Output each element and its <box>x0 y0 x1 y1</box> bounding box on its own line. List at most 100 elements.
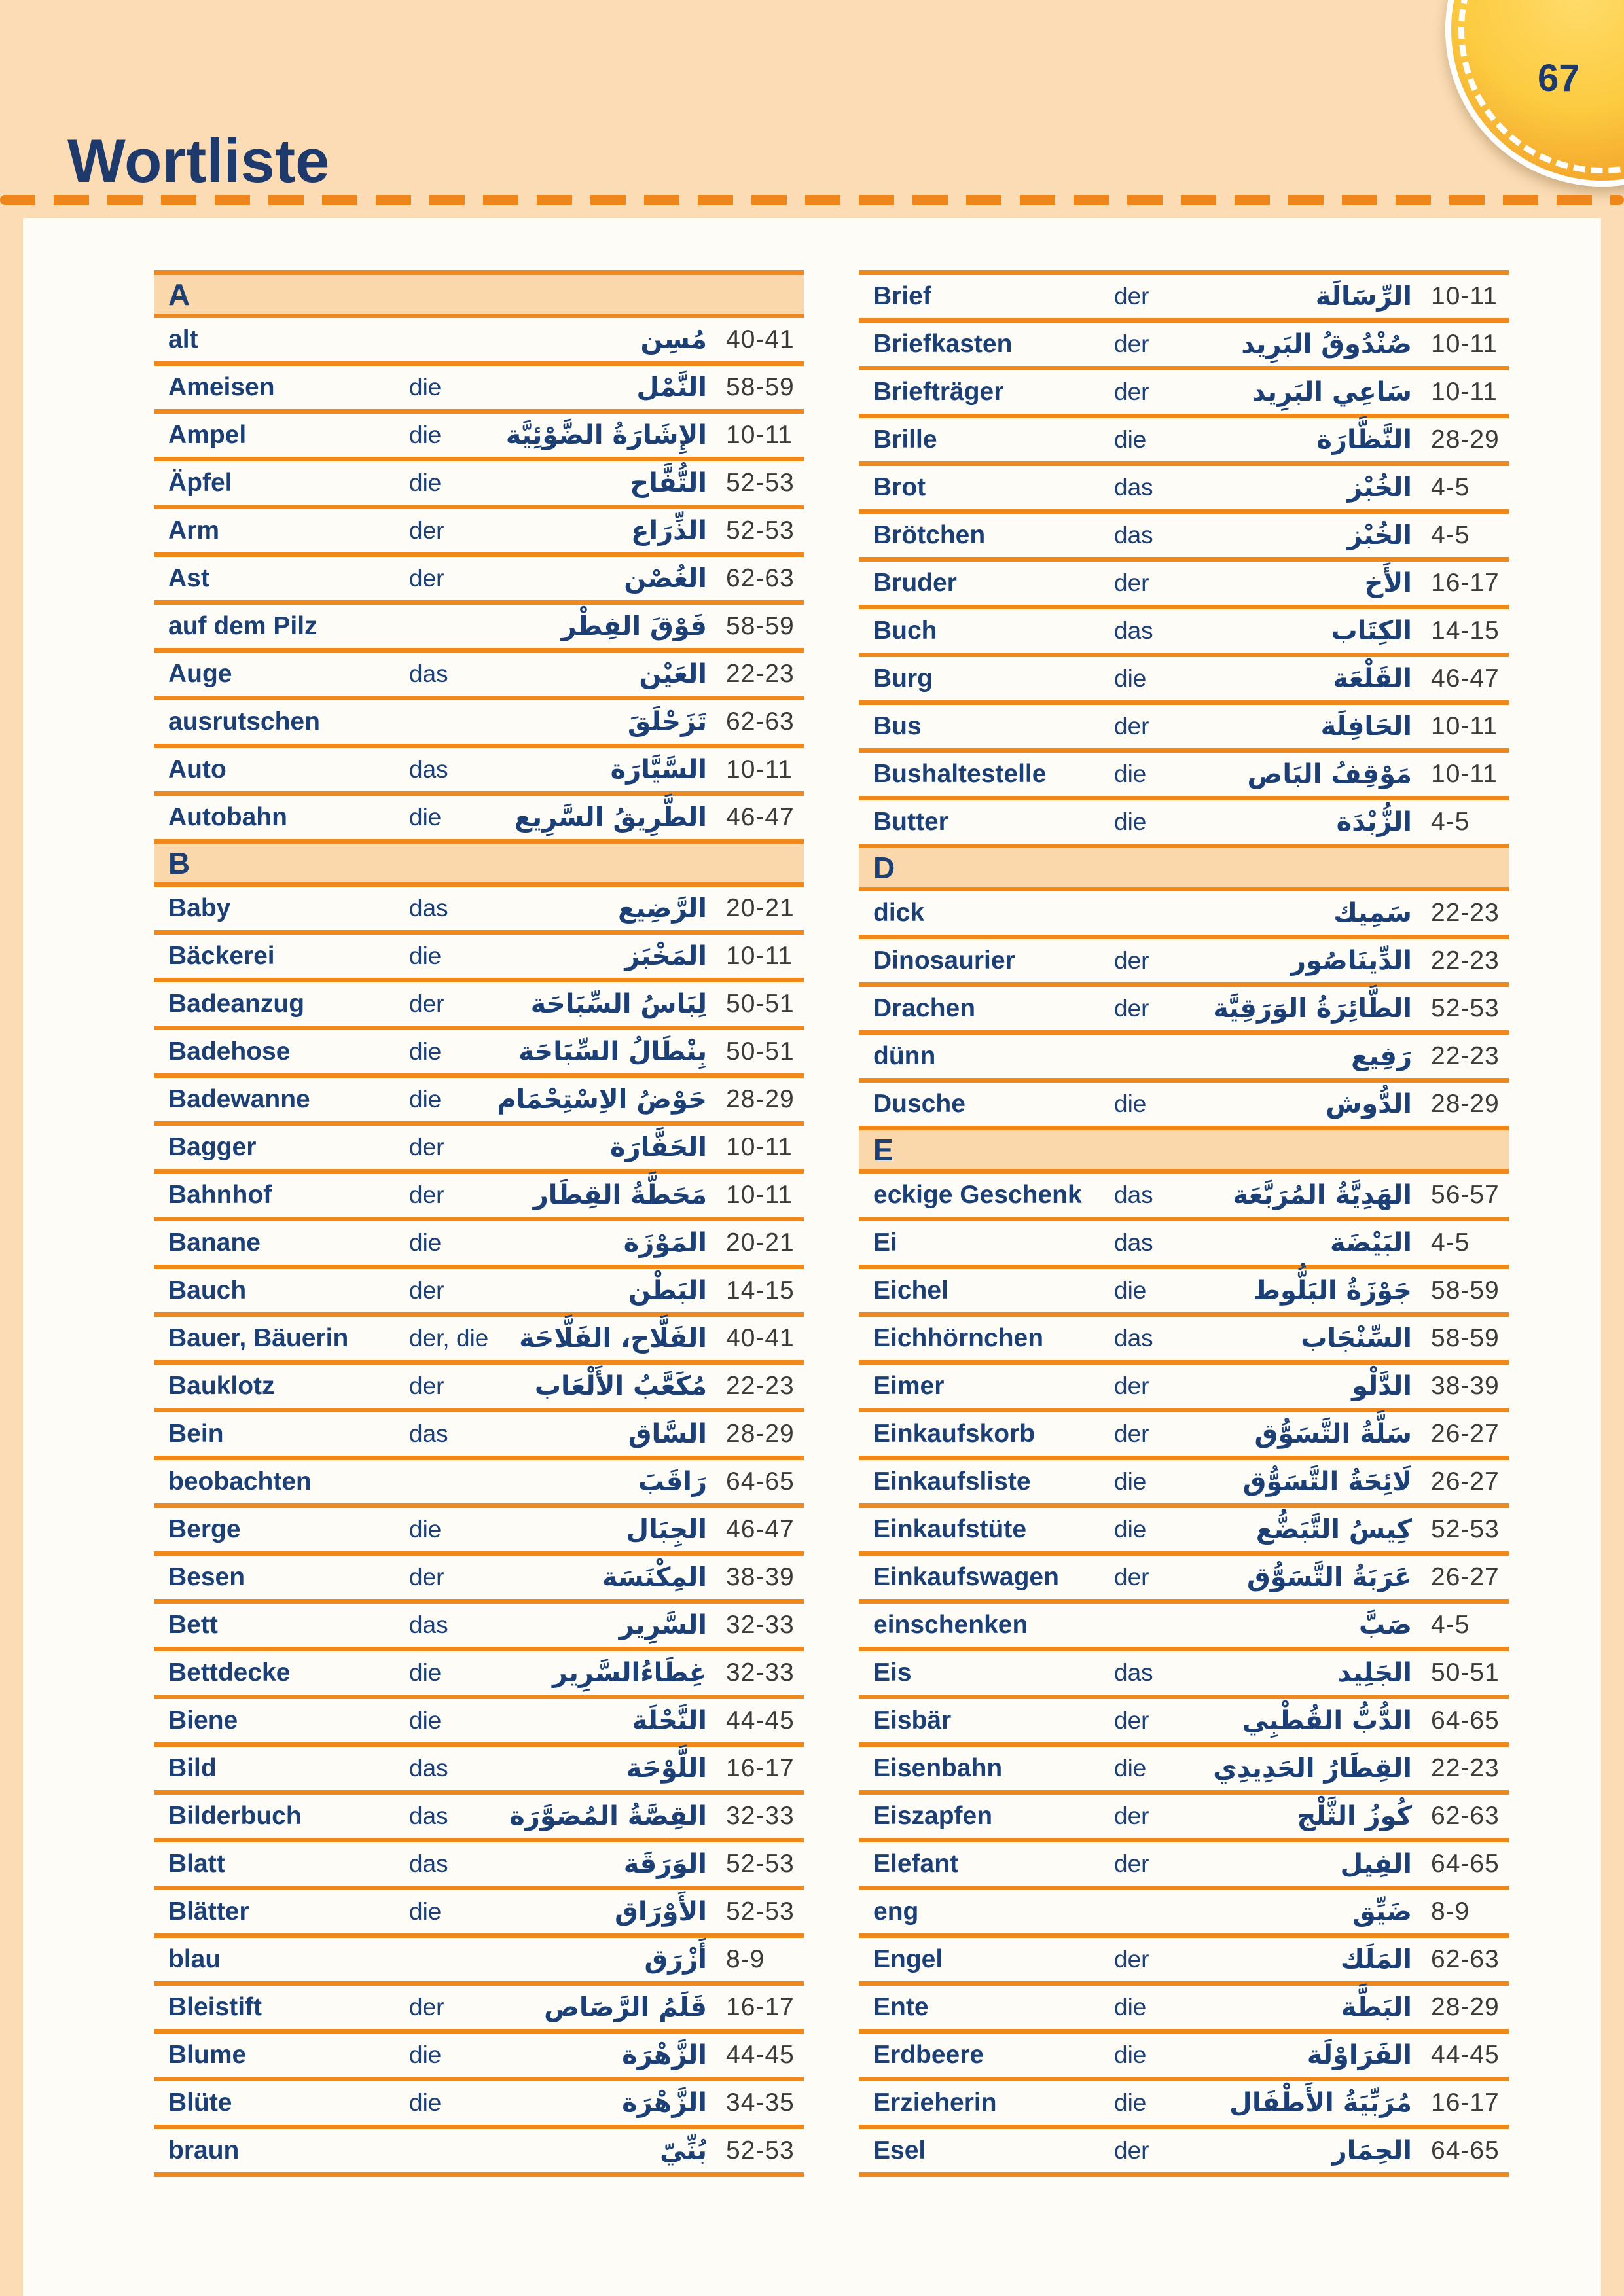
wordlist-row: Drachen der الطَّائِرَةُ الوَرَقِيَّة 52-53 <box>859 987 1509 1035</box>
wordlist-row: Esel der الحِمَار 64-65 <box>859 2129 1509 2177</box>
german-word: blau <box>168 1945 221 1973</box>
arabic-translation: الدُّبُّ القُطْبِي <box>1242 1706 1412 1736</box>
page-range: 46-47 <box>726 803 795 831</box>
article: der <box>409 1564 444 1590</box>
german-word: Ameisen <box>168 373 275 401</box>
article: die <box>1114 1755 1147 1782</box>
german-word: Bilderbuch <box>168 1802 302 1830</box>
arabic-translation: مَوْقِفُ البَاص <box>1247 759 1412 789</box>
wordlist-row: Dusche die الدُّوش 28-29 <box>859 1083 1509 1130</box>
wordlist-row: blau أَزْرَق 8-9 <box>154 1938 804 1986</box>
article: die <box>1114 2041 1147 2068</box>
arabic-translation: الفِيل <box>1340 1849 1412 1879</box>
wordlist-row: Bettdecke die غِطَاءُالسَّرِير 32-33 <box>154 1651 804 1699</box>
german-word: Bäckerei <box>168 942 275 970</box>
german-word: alt <box>168 325 198 353</box>
german-word: einschenken <box>873 1611 1028 1639</box>
wordlist-row: Baby das الرَّضِيع 20-21 <box>154 887 804 935</box>
german-word: Blume <box>168 2041 247 2069</box>
article: der <box>1114 1803 1149 1829</box>
page-range: 20-21 <box>726 1229 795 1257</box>
arabic-translation: ضَيِّق <box>1352 1897 1412 1927</box>
page-range: 64-65 <box>1431 1850 1500 1878</box>
german-word: Bettdecke <box>168 1659 291 1687</box>
arabic-translation: صُنْدُوقُ البَرِيد <box>1241 329 1412 359</box>
german-word: Bus <box>873 712 922 740</box>
arabic-translation: المَوْزَة <box>623 1228 707 1258</box>
arabic-translation: التُّفَّاح <box>630 468 707 498</box>
arabic-translation: الطَّائِرَةُ الوَرَقِيَّة <box>1213 994 1412 1024</box>
page-range: 56-57 <box>1431 1181 1500 1209</box>
wordlist-row: Bein das السَّاق 28-29 <box>154 1412 804 1460</box>
german-word: Eisenbahn <box>873 1754 1003 1782</box>
page-range: 4-5 <box>1431 521 1470 549</box>
page-range: 50-51 <box>726 1037 795 1066</box>
page-range: 40-41 <box>726 325 795 353</box>
page-range: 52-53 <box>726 2136 795 2164</box>
german-word: Bauch <box>168 1276 247 1304</box>
article: das <box>409 756 448 783</box>
german-word: Badehose <box>168 1037 291 1066</box>
page-range: 14-15 <box>1431 617 1500 645</box>
wordlist-row: beobachten رَاقَبَ 64-65 <box>154 1460 804 1508</box>
german-word: Bleistift <box>168 1993 262 2021</box>
page-range: 10-11 <box>1431 282 1498 310</box>
page-range: 22-23 <box>726 1372 795 1400</box>
wordlist-row: ausrutschen تَزَحْلَقَ 62-63 <box>154 700 804 748</box>
wordlist-row: Badewanne die حَوْضُ الاِسْتِحْمَام 28-29 <box>154 1078 804 1126</box>
page-range: 22-23 <box>1431 1754 1500 1782</box>
german-word: beobachten <box>168 1467 312 1496</box>
arabic-translation: المَخْبَز <box>624 941 707 971</box>
german-word: Biene <box>168 1706 238 1734</box>
german-word: Einkaufswagen <box>873 1563 1059 1591</box>
wordlist-row: Bäckerei die المَخْبَز 10-11 <box>154 935 804 982</box>
arabic-translation: بُنِّيّ <box>660 2136 707 2166</box>
page-range: 44-45 <box>1431 2041 1500 2069</box>
page-range: 22-23 <box>726 660 795 688</box>
arabic-translation: بِنْطَالُ السِّبَاحَة <box>518 1037 707 1067</box>
arabic-translation: الفَلَّاح، الفَلَّاحَة <box>519 1323 707 1354</box>
wordlist-row: Eisbär der الدُّبُّ القُطْبِي 64-65 <box>859 1699 1509 1747</box>
article: das <box>409 1850 448 1877</box>
article: das <box>1114 1659 1153 1686</box>
arabic-translation: الرَّضِيع <box>618 893 707 924</box>
article: die <box>409 2089 442 2116</box>
german-word: eckige Geschenk <box>873 1181 1082 1209</box>
german-word: Dinosaurier <box>873 946 1015 975</box>
arabic-translation: الأَخ <box>1364 568 1412 598</box>
page-range: 4-5 <box>1431 1229 1470 1257</box>
article: die <box>409 1898 442 1925</box>
arabic-translation: الكِتَاب <box>1331 616 1412 646</box>
german-word: Burg <box>873 664 933 692</box>
page-range: 38-39 <box>726 1563 795 1591</box>
german-word: Arm <box>168 516 220 545</box>
wordlist-row: Butter die الزُّبْدَة 4-5 <box>859 800 1509 848</box>
arabic-translation: الهَدِيَّةُ المُرَبَّعَة <box>1233 1180 1412 1210</box>
page-range: 50-51 <box>1431 1659 1500 1687</box>
german-word: Badeanzug <box>168 990 305 1018</box>
arabic-translation: سَلَّةُ التَّسَوُّق <box>1254 1419 1412 1449</box>
arabic-translation: الوَرَقَة <box>623 1849 707 1879</box>
wordlist-row: Brötchen das الخُبْز 4-5 <box>859 514 1509 562</box>
article: der <box>1114 713 1149 740</box>
german-word: Bushaltestelle <box>873 760 1047 788</box>
german-word: Auto <box>168 755 226 783</box>
arabic-translation: الرِّسَالَة <box>1315 281 1412 312</box>
arabic-translation: سَمِيك <box>1333 898 1412 928</box>
wordlist-row: Brief der الرِّسَالَة 10-11 <box>859 275 1509 323</box>
wordlist-row: Bilderbuch das القِصَّةُ المُصَوَّرَة 32-33 <box>154 1795 804 1842</box>
page-range: 62-63 <box>726 708 795 736</box>
article: das <box>409 895 448 922</box>
arabic-translation: فَوْقَ الفِطْر <box>561 611 707 641</box>
page-range: 4-5 <box>1431 473 1470 501</box>
wordlist-row: dick سَمِيك 22-23 <box>859 891 1509 939</box>
page-range: 10-11 <box>1431 712 1498 740</box>
wordlist-row: Bauklotz der مُكَعَّبُ الأَلْعَاب 22-23 <box>154 1365 804 1412</box>
wordlist-row: Autobahn die الطَّرِيقُ السَّرِيع 46-47 <box>154 796 804 844</box>
german-word: Blatt <box>168 1850 225 1878</box>
article: der <box>409 565 444 592</box>
wordlist-row: Bruder der الأَخ 16-17 <box>859 562 1509 609</box>
german-word: braun <box>168 2136 240 2164</box>
arabic-translation: جَوْزَةُ البَلُّوط <box>1253 1276 1412 1306</box>
